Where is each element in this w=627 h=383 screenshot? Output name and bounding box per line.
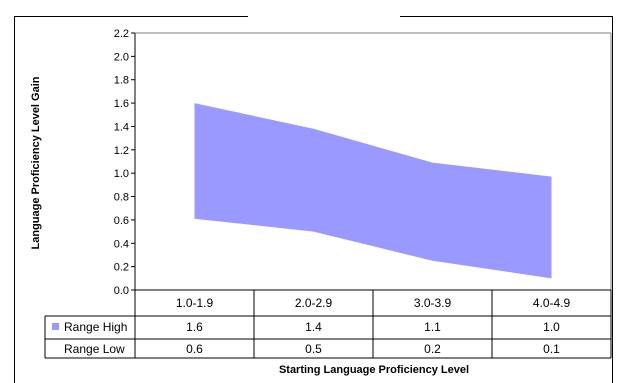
- plot-area: [135, 32, 612, 290]
- y-tick-label: 0.6: [114, 215, 129, 227]
- y-axis-title: Language Proficiency Level Gain: [30, 76, 42, 249]
- x-tick-label: 1.0-1.9: [176, 296, 214, 310]
- y-tick-label: 1.6: [114, 98, 129, 110]
- y-tick-label: 2.2: [114, 28, 129, 40]
- y-tick-label: 2.0: [114, 51, 129, 63]
- y-tick-label: 1.8: [114, 75, 129, 87]
- y-tick-label: 0.4: [114, 238, 129, 250]
- y-tick-label: 1.4: [114, 121, 129, 133]
- legend-swatch-range-high: [52, 323, 59, 330]
- y-axis: 0.0 0.2 0.4 0.6 0.8 1.0 1.2 1.4 1.6 1.8 2.0 2.2: [114, 28, 136, 297]
- data-label-range-high: 1.4: [305, 320, 322, 334]
- data-label-range-low: 0.5: [305, 342, 322, 356]
- legend-label-range-low: Range Low: [64, 342, 125, 356]
- x-tick-label: 2.0-2.9: [295, 296, 333, 310]
- data-label-range-high: 1.1: [424, 320, 441, 334]
- y-tick-label: 1.0: [114, 168, 129, 180]
- y-tick-label: 1.2: [114, 145, 129, 157]
- x-tick-label: 3.0-3.9: [414, 296, 452, 310]
- range-area: [194, 103, 552, 279]
- y-tick-label: 0.2: [114, 262, 129, 274]
- legend-label-range-high: Range High: [64, 320, 127, 334]
- data-label-range-high: 1.0: [543, 320, 560, 334]
- y-tick-label: 0.8: [114, 192, 129, 204]
- data-label-range-low: 0.1: [543, 342, 560, 356]
- data-label-range-high: 1.6: [186, 320, 203, 334]
- data-label-range-low: 0.2: [424, 342, 441, 356]
- y-tick-label: 0.0: [114, 285, 129, 297]
- data-table: 1.0-1.9 2.0-2.9 3.0-3.9 4.0-4.9 Range High Ra…: [44, 289, 612, 359]
- data-label-range-low: 0.6: [186, 342, 203, 356]
- x-axis-title: Starting Language Proficiency Level: [279, 364, 469, 376]
- x-tick-label: 4.0-4.9: [533, 296, 571, 310]
